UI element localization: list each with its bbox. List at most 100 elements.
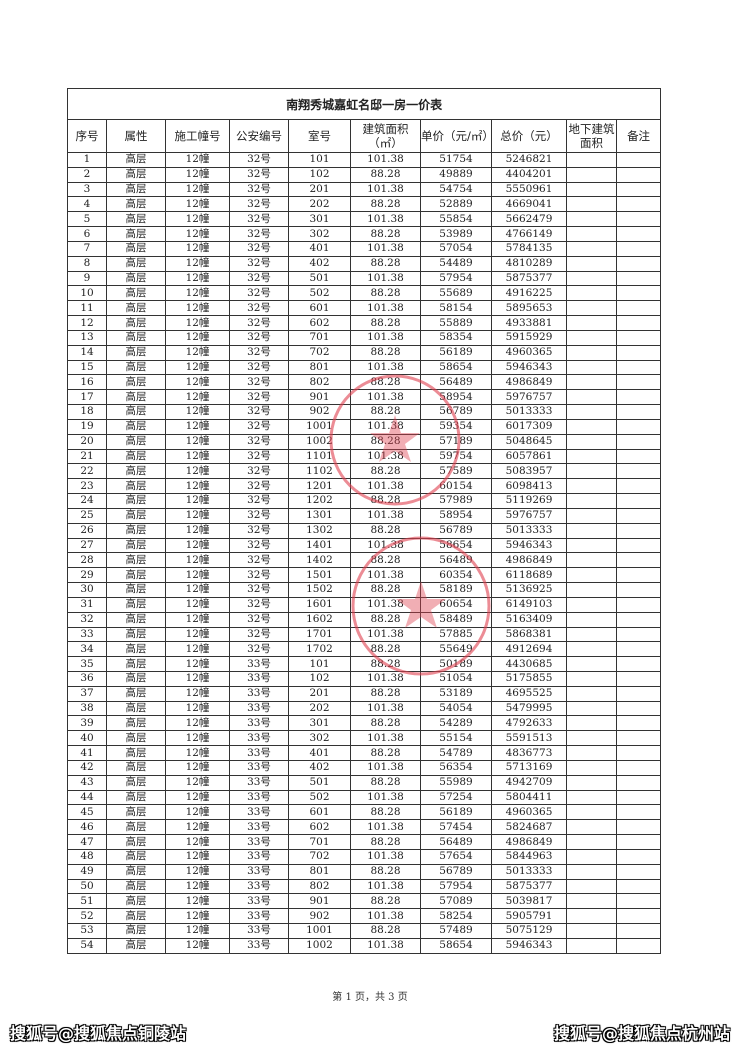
table-row: 3 高层 12幢 32号 201 101.38 54754 5550961 [67, 181, 662, 198]
cell-remark [615, 641, 662, 658]
cell-police-no: 33号 [229, 804, 289, 821]
cell-police-no: 32号 [229, 493, 289, 509]
cell-building: 12幢 [165, 863, 230, 880]
cell-seq: 51 [67, 893, 107, 910]
cell-unit-price: 57954 [420, 878, 492, 895]
cell-underground-area [566, 359, 617, 376]
cell-unit-price: 57254 [420, 789, 492, 806]
cell-police-no: 32号 [229, 463, 289, 480]
column-header: 公安编号 [229, 119, 289, 153]
cell-type: 高层 [106, 893, 166, 910]
cell-unit-price: 56189 [420, 804, 492, 821]
table-row: 30 高层 12幢 32号 1502 88.28 58189 5136925 [67, 582, 662, 598]
cell-building: 12幢 [165, 745, 230, 761]
cell-unit-price: 56789 [420, 863, 492, 880]
cell-remark [615, 418, 662, 435]
cell-police-no: 32号 [229, 448, 289, 465]
cell-building: 12幢 [165, 181, 230, 198]
cell-total-price: 4766149 [491, 226, 567, 242]
cell-type: 高层 [106, 804, 166, 821]
cell-building: 12幢 [165, 611, 230, 628]
cell-remark [615, 166, 662, 183]
cell-unit-price: 56354 [420, 759, 492, 776]
cell-remark [615, 670, 662, 687]
cell-remark [615, 878, 662, 895]
cell-seq: 36 [67, 670, 107, 687]
cell-unit-price: 58489 [420, 611, 492, 628]
cell-unit-price: 50189 [420, 656, 492, 672]
cell-area: 88.28 [350, 166, 421, 183]
cell-room: 1102 [288, 463, 351, 480]
cell-underground-area [566, 819, 617, 836]
cell-room: 102 [288, 166, 351, 183]
cell-remark [615, 463, 662, 480]
cell-total-price: 4404201 [491, 166, 567, 183]
cell-unit-price: 60354 [420, 567, 492, 584]
cell-building: 12幢 [165, 359, 230, 376]
cell-remark [615, 715, 662, 732]
table-row: 22 高层 12幢 32号 1102 88.28 57589 5083957 [67, 463, 662, 480]
cell-unit-price: 56489 [420, 834, 492, 850]
cell-remark [615, 478, 662, 495]
cell-seq: 11 [67, 300, 107, 317]
cell-seq: 7 [67, 240, 107, 257]
cell-unit-price: 57654 [420, 848, 492, 865]
table-row: 13 高层 12幢 32号 701 101.38 58354 5915929 [67, 329, 662, 346]
cell-underground-area [566, 552, 617, 569]
cell-underground-area [566, 374, 617, 391]
cell-police-no: 32号 [229, 196, 289, 213]
cell-police-no: 32号 [229, 596, 289, 613]
cell-type: 高层 [106, 759, 166, 776]
cell-underground-area [566, 774, 617, 791]
cell-police-no: 32号 [229, 404, 289, 420]
cell-type: 高层 [106, 433, 166, 450]
cell-total-price: 4942709 [491, 774, 567, 791]
cell-seq: 18 [67, 404, 107, 420]
cell-area: 88.28 [350, 285, 421, 302]
cell-seq: 54 [67, 937, 107, 954]
cell-total-price: 5075129 [491, 923, 567, 939]
cell-area: 101.38 [350, 730, 421, 747]
table-row: 36 高层 12幢 33号 102 101.38 51054 5175855 [67, 670, 662, 687]
cell-underground-area [566, 537, 617, 554]
cell-underground-area [566, 730, 617, 747]
cell-police-no: 33号 [229, 878, 289, 895]
cell-total-price: 5946343 [491, 537, 567, 554]
cell-underground-area [566, 670, 617, 687]
cell-underground-area [566, 404, 617, 420]
cell-underground-area [566, 848, 617, 865]
table-row: 9 高层 12幢 32号 501 101.38 57954 5875377 [67, 270, 662, 287]
table-row: 20 高层 12幢 32号 1002 88.28 57189 5048645 [67, 433, 662, 450]
price-table: 南翔秀城嘉虹名邸一房一价表 序号 属性 施工幢号 公安编号 室号 建筑面积（㎡） 单价（元/… [66, 88, 662, 954]
cell-building: 12幢 [165, 596, 230, 613]
cell-area: 101.38 [350, 152, 421, 168]
cell-police-no: 32号 [229, 522, 289, 539]
table-row: 43 高层 12幢 33号 501 88.28 55989 4942709 [67, 774, 662, 791]
cell-seq: 25 [67, 507, 107, 524]
cell-type: 高层 [106, 166, 166, 183]
cell-area: 101.38 [350, 626, 421, 643]
cell-total-price: 5039817 [491, 893, 567, 910]
cell-building: 12幢 [165, 834, 230, 850]
cell-remark [615, 626, 662, 643]
cell-remark [615, 730, 662, 747]
cell-room: 501 [288, 270, 351, 287]
cell-room: 101 [288, 656, 351, 672]
cell-remark [615, 315, 662, 331]
cell-area: 101.38 [350, 478, 421, 495]
cell-room: 502 [288, 789, 351, 806]
cell-room: 301 [288, 211, 351, 228]
cell-seq: 35 [67, 656, 107, 672]
cell-room: 802 [288, 878, 351, 895]
cell-seq: 50 [67, 878, 107, 895]
cell-type: 高层 [106, 329, 166, 346]
cell-type: 高层 [106, 567, 166, 584]
cell-total-price: 4912694 [491, 641, 567, 658]
cell-type: 高层 [106, 641, 166, 658]
cell-room: 602 [288, 315, 351, 331]
cell-police-no: 32号 [229, 270, 289, 287]
cell-seq: 32 [67, 611, 107, 628]
cell-unit-price: 55989 [420, 774, 492, 791]
cell-type: 高层 [106, 522, 166, 539]
cell-area: 88.28 [350, 344, 421, 361]
